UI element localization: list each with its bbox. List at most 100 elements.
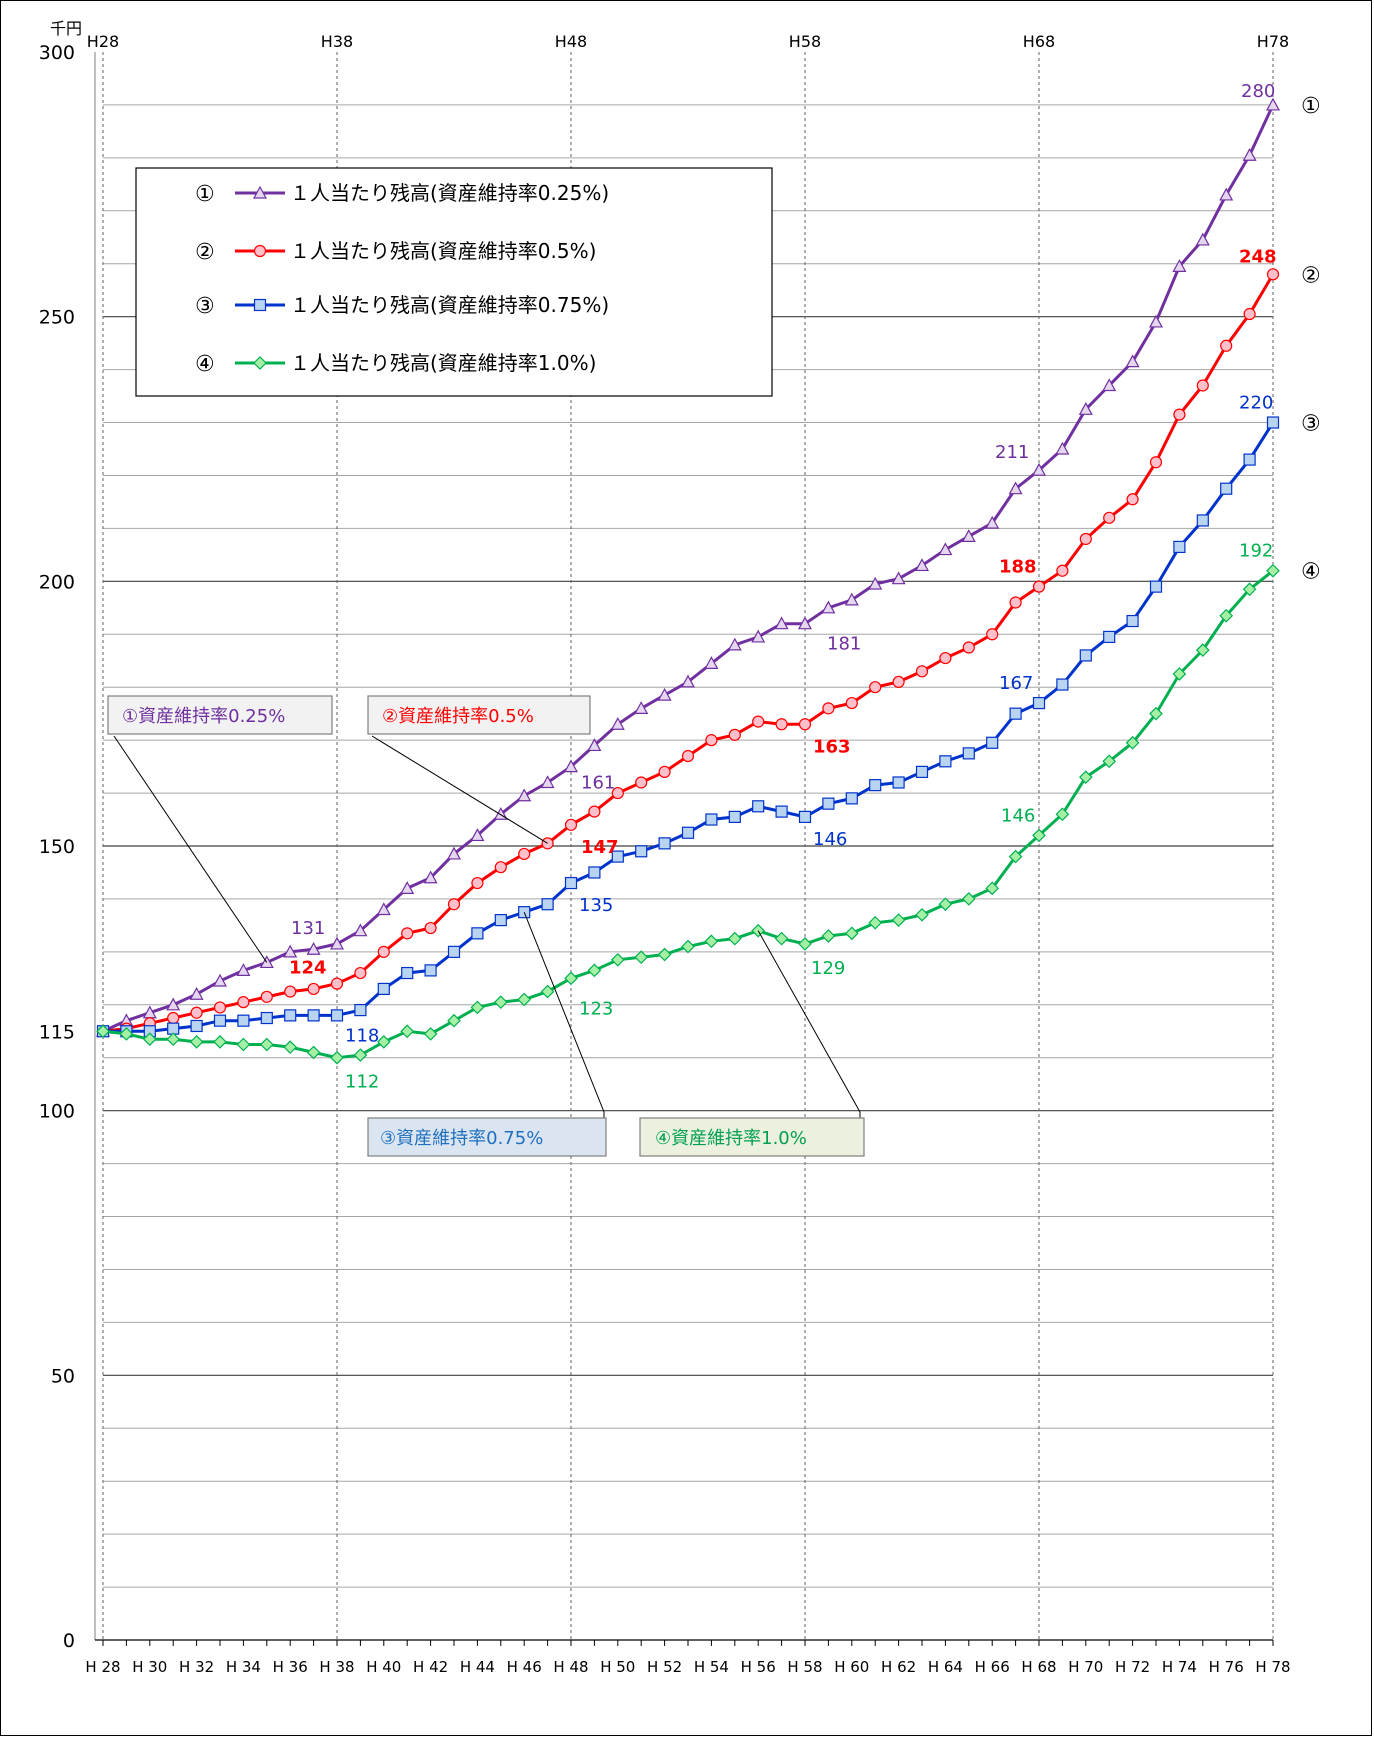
top-x-tick-label: H78: [1257, 32, 1289, 51]
data-point: [540, 984, 555, 999]
data-point: [470, 828, 485, 842]
data-point: [775, 718, 788, 731]
data-point: [961, 892, 976, 906]
x-tick-label: H 54: [694, 1658, 729, 1676]
legend-entry: １人当たり残高(資産維持率0.25%): [290, 181, 609, 205]
data-point: [798, 810, 812, 823]
data-label: 112: [345, 1072, 379, 1093]
data-point: [283, 1040, 298, 1054]
data-point: [634, 950, 649, 965]
data-point: [424, 921, 437, 935]
data-point: [541, 898, 554, 911]
data-point: [821, 600, 836, 614]
x-tick-label: H 72: [1115, 1658, 1150, 1676]
data-label: 146: [1001, 805, 1035, 826]
data-point: [962, 747, 975, 760]
data-point: [915, 665, 929, 678]
data-point: [1126, 493, 1139, 506]
data-point: [1196, 379, 1209, 392]
data-point: [845, 792, 858, 805]
data-point: [704, 934, 719, 949]
data-label: 147: [581, 837, 619, 858]
data-point: [470, 1000, 485, 1015]
data-point: [1056, 678, 1069, 691]
callout-leader-line: [523, 911, 605, 1137]
data-point: [869, 779, 882, 792]
data-point: [797, 616, 813, 630]
data-point: [423, 1027, 438, 1041]
legend-box: [135, 167, 773, 397]
data-point: [213, 1035, 227, 1049]
data-point: [844, 592, 859, 606]
data-point: [1055, 807, 1070, 822]
data-point: [1242, 147, 1257, 161]
x-tick-label: H 58: [787, 1658, 822, 1676]
data-point: [354, 966, 367, 980]
data-point: [611, 786, 624, 800]
data-point: [1195, 232, 1210, 246]
data-point: [1103, 511, 1116, 524]
x-tick-label: H 46: [507, 1658, 542, 1676]
series-line-4: [102, 569, 1274, 1060]
data-point: [189, 986, 204, 1000]
data-point: [1055, 441, 1070, 455]
data-point: [166, 1032, 181, 1047]
data-point: [705, 734, 718, 747]
data-point: [447, 1013, 461, 1028]
series-4: [96, 563, 1280, 1065]
data-point: [868, 915, 883, 930]
x-tick-label: H 70: [1068, 1658, 1103, 1676]
data-point: [728, 728, 741, 741]
data-point: [471, 876, 484, 890]
data-point: [306, 941, 321, 955]
x-tick-label: H 64: [928, 1658, 963, 1676]
series-end-marker: ③: [1301, 412, 1321, 437]
data-labels: 280 211 181 161 131 248 188 163 147 124 220 167 146 1…: [289, 81, 1277, 1093]
data-point: [1078, 402, 1093, 415]
data-point: [494, 914, 507, 927]
data-point: [96, 1024, 110, 1039]
data-point: [844, 926, 859, 941]
data-point: [236, 1037, 251, 1052]
data-point: [985, 881, 1000, 896]
y-tick-label: 0: [63, 1630, 75, 1652]
data-point: [330, 1050, 344, 1065]
data-label: 161: [581, 773, 615, 794]
legend-symbol: [253, 244, 267, 258]
data-point: [283, 944, 298, 958]
y-unit-label: 千円: [50, 19, 82, 38]
legend-entry: １人当たり残高(資産維持率0.75%): [290, 293, 609, 317]
data-point: [307, 1009, 320, 1022]
data-point: [1243, 453, 1256, 466]
data-point: [1125, 735, 1140, 750]
data-point: [1102, 378, 1117, 392]
data-point: [1032, 696, 1046, 710]
data-point: [1195, 643, 1210, 657]
data-point: [213, 1014, 227, 1027]
data-point: [587, 963, 602, 978]
data-point: [1149, 706, 1163, 721]
data-point: [1031, 462, 1047, 476]
data-label: 167: [999, 673, 1033, 694]
data-point: [1078, 770, 1093, 785]
x-tick-label: H 66: [975, 1658, 1010, 1676]
data-point: [752, 715, 765, 728]
callout-leader-line: [113, 735, 268, 963]
data-point: [1173, 408, 1186, 421]
data-point: [424, 964, 437, 977]
x-tick-label: H 48: [553, 1658, 588, 1676]
data-point: [307, 982, 320, 996]
data-point: [915, 907, 929, 922]
x-tick-label: H 38: [319, 1658, 354, 1676]
x-tick-label: H 50: [600, 1658, 635, 1676]
data-point: [119, 1027, 134, 1041]
data-point: [611, 850, 624, 863]
data-point: [1172, 259, 1187, 272]
x-tick-label: H 78: [1255, 1658, 1290, 1676]
data-point: [1009, 596, 1022, 609]
data-point: [1265, 97, 1281, 111]
data-point: [658, 837, 671, 850]
data-point: [493, 995, 508, 1010]
series-end-marker: ①: [1301, 94, 1321, 119]
